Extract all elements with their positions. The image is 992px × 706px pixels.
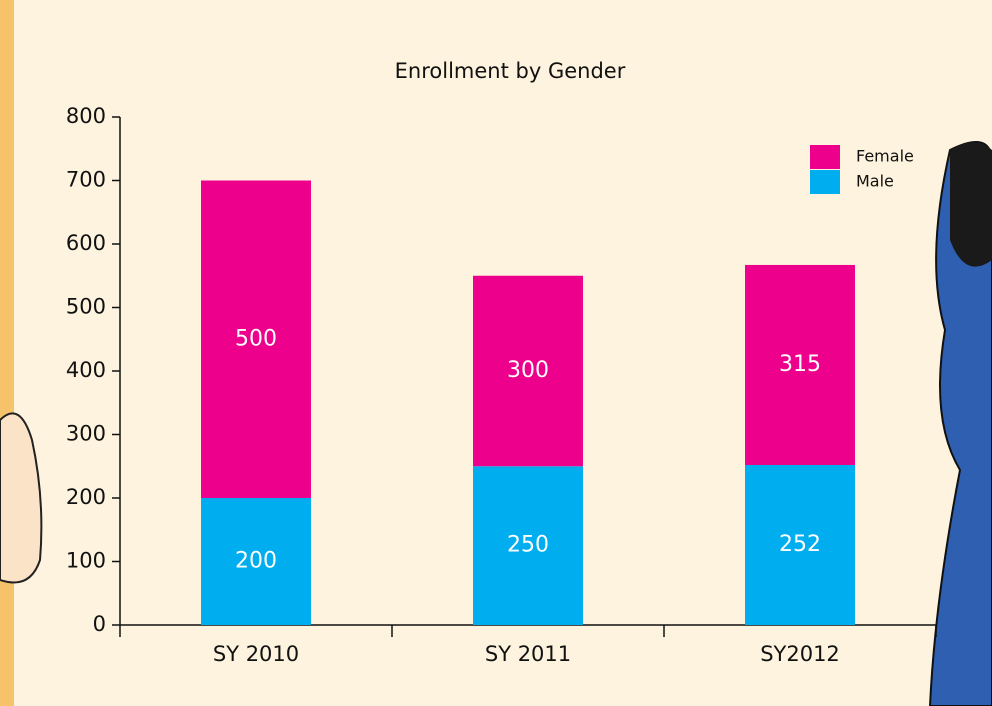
legend-swatch	[810, 170, 840, 194]
y-tick-label: 800	[66, 104, 106, 128]
x-tick-label: SY2012	[760, 642, 840, 666]
y-tick-label: 700	[66, 168, 106, 192]
y-tick-label: 100	[66, 549, 106, 573]
y-tick-label: 0	[93, 612, 106, 636]
decor-hand	[0, 412, 43, 584]
legend-swatch	[810, 145, 840, 169]
y-tick-label: 500	[66, 295, 106, 319]
legend-label: Female	[856, 147, 914, 166]
y-tick-label: 400	[66, 358, 106, 382]
bar-segment	[201, 498, 311, 625]
x-tick-label: SY 2010	[213, 642, 299, 666]
x-tick-label: SY 2011	[485, 642, 571, 666]
data-label: 300	[507, 358, 549, 383]
bar-segment	[473, 275, 583, 467]
data-label: 315	[779, 352, 821, 377]
bar-segment	[745, 464, 855, 625]
bar-segment	[745, 264, 855, 465]
y-tick-label: 600	[66, 231, 106, 255]
y-tick-label: 300	[66, 422, 106, 446]
legend-label: Male	[856, 172, 894, 191]
data-label: 500	[235, 326, 277, 351]
left-strip	[0, 0, 14, 706]
chart-title: Enrollment by Gender	[395, 59, 626, 83]
decor-hair	[950, 142, 992, 267]
data-label: 252	[779, 532, 821, 557]
bar-segment	[473, 466, 583, 625]
bar-segment	[201, 180, 311, 498]
data-label: 200	[235, 549, 277, 574]
y-tick-label: 200	[66, 485, 106, 509]
data-label: 250	[507, 533, 549, 558]
